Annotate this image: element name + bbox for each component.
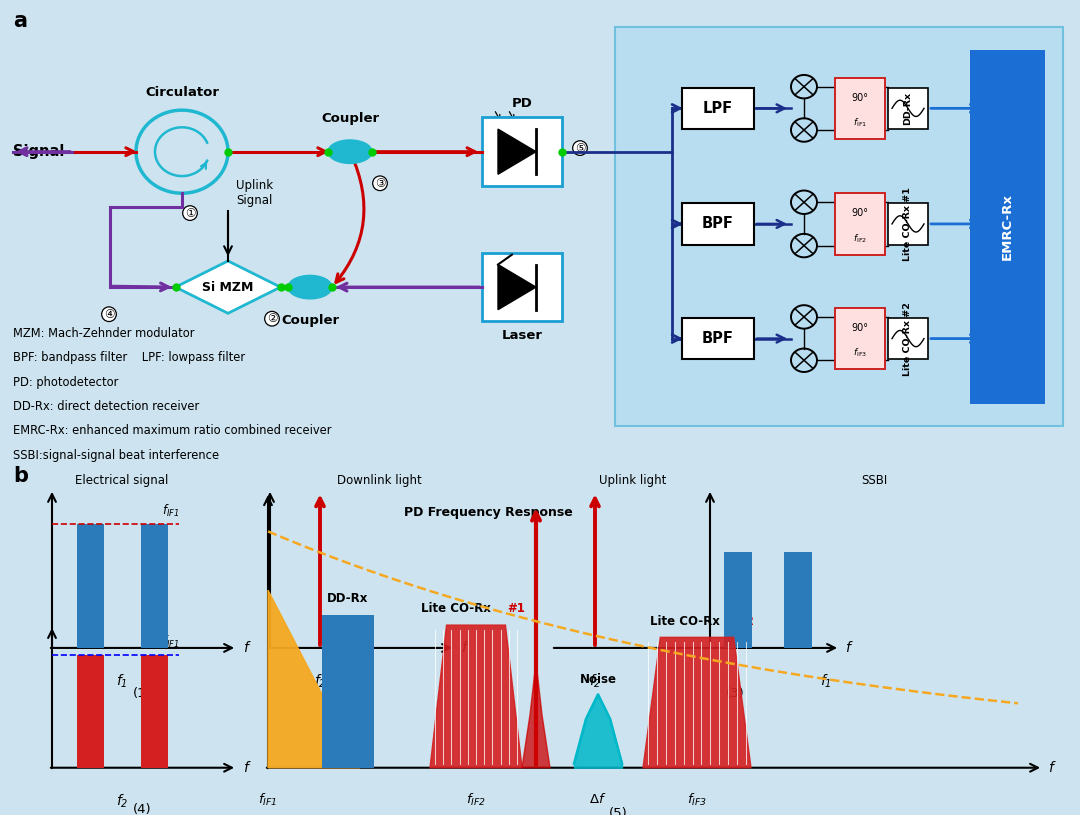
Text: $f_\mathregular{2}$: $f_\mathregular{2}$ [116,792,129,809]
Text: $f$: $f$ [1048,760,1056,775]
Text: Signal: Signal [13,144,65,159]
Polygon shape [522,662,550,768]
Text: $f_\mathregular{2}$: $f_\mathregular{2}$ [589,672,602,689]
Bar [784,552,812,648]
Polygon shape [643,637,751,768]
Bar [77,524,104,648]
Text: ①: ① [185,206,195,219]
Bar [322,615,374,768]
FancyBboxPatch shape [681,87,754,129]
Text: $f$: $f$ [461,641,470,655]
Text: Lite CO-Rx #2: Lite CO-Rx #2 [904,302,913,376]
Polygon shape [175,261,281,313]
Polygon shape [268,590,360,768]
Text: Downlink light: Downlink light [337,474,422,487]
Text: 90°: 90° [851,323,868,333]
Text: Noise: Noise [580,673,617,686]
Text: MZM: Mach-Zehnder modulator: MZM: Mach-Zehnder modulator [13,327,194,340]
Text: BPF: BPF [702,331,734,346]
Polygon shape [498,129,536,174]
Text: Lite CO-Rx: Lite CO-Rx [650,615,724,628]
Text: BPF: bandpass filter    LPF: lowpass filter: BPF: bandpass filter LPF: lowpass filter [13,351,245,364]
FancyBboxPatch shape [888,203,928,244]
Text: BPF: BPF [702,217,734,231]
Text: ⑤: ⑤ [575,142,585,155]
Text: DD-Rx: direct detection receiver: DD-Rx: direct detection receiver [13,400,199,413]
Polygon shape [498,265,536,310]
FancyBboxPatch shape [970,50,1045,403]
Text: LPF: LPF [703,101,733,116]
Text: ③: ③ [375,177,386,190]
FancyBboxPatch shape [835,308,885,369]
Text: b: b [13,466,28,487]
Bar [77,655,104,768]
Text: $f_\mathregular{IF3}$: $f_\mathregular{IF3}$ [687,792,707,808]
FancyBboxPatch shape [482,117,562,186]
Text: $f_\mathregular{IF3}$: $f_\mathregular{IF3}$ [853,346,867,359]
Text: #2: #2 [737,615,754,628]
Text: Electrical signal: Electrical signal [75,474,168,487]
Text: Uplink
Signal: Uplink Signal [237,178,273,207]
FancyBboxPatch shape [615,27,1063,426]
Text: $f_\mathregular{IF1}$: $f_\mathregular{IF1}$ [162,634,179,650]
Text: PD: PD [512,97,532,110]
Text: Lite CO-Rx #1: Lite CO-Rx #1 [904,187,913,261]
Text: EMRC-Rx: enhanced maximum ratio combined receiver: EMRC-Rx: enhanced maximum ratio combined… [13,425,332,438]
Text: $f_\mathregular{IF2}$: $f_\mathregular{IF2}$ [853,232,867,244]
Text: $f$: $f$ [243,760,252,775]
Text: Coupler: Coupler [281,315,339,327]
Text: DD-Rx: DD-Rx [904,92,913,125]
Text: ④: ④ [104,308,114,321]
FancyBboxPatch shape [888,87,928,129]
Text: $f_\mathregular{1}$: $f_\mathregular{1}$ [117,672,127,689]
Text: $f_\mathregular{IF1}$: $f_\mathregular{IF1}$ [258,792,278,808]
Text: PD Frequency Response: PD Frequency Response [404,506,572,519]
Text: (5): (5) [609,807,627,815]
Text: PD: photodetector: PD: photodetector [13,376,119,389]
Text: (4): (4) [133,803,151,815]
Text: Uplink light: Uplink light [599,474,666,487]
Text: a: a [13,11,27,31]
Text: $f_\mathregular{2}$: $f_\mathregular{2}$ [314,672,326,689]
Text: 90°: 90° [851,93,868,103]
Text: SSBI:signal-signal beat interference: SSBI:signal-signal beat interference [13,449,219,462]
Text: 90°: 90° [851,208,868,218]
Text: (2): (2) [351,687,369,700]
FancyBboxPatch shape [835,77,885,139]
Bar [140,655,167,768]
Text: (1): (1) [133,687,151,700]
Text: Lite CO-Rx: Lite CO-Rx [421,602,495,615]
Text: Circulator: Circulator [145,86,219,99]
Text: $\Delta f$: $\Delta f$ [590,792,607,806]
Text: #1: #1 [508,602,525,615]
Bar [724,552,752,648]
Text: $f_\mathregular{IF2}$: $f_\mathregular{IF2}$ [465,792,486,808]
Text: $f_\mathregular{IF1}$: $f_\mathregular{IF1}$ [853,117,867,129]
Text: $f$: $f$ [845,641,853,655]
Text: $f$: $f$ [243,641,252,655]
FancyBboxPatch shape [681,203,754,244]
Text: SSBI: SSBI [861,474,888,487]
Polygon shape [430,625,522,768]
Text: ②: ② [267,312,278,325]
Text: $f_\mathregular{IF1}$: $f_\mathregular{IF1}$ [162,503,179,519]
Text: Laser: Laser [501,328,542,341]
FancyBboxPatch shape [888,318,928,359]
Text: Si MZM: Si MZM [202,280,254,293]
Text: $f_\mathregular{1}$: $f_\mathregular{1}$ [820,672,832,689]
FancyBboxPatch shape [835,193,885,254]
Text: Coupler: Coupler [321,112,379,125]
FancyBboxPatch shape [482,253,562,321]
Bar [140,524,167,648]
Text: (3): (3) [726,687,744,700]
Text: EMRC-Rx: EMRC-Rx [1001,193,1014,260]
Ellipse shape [328,140,372,164]
Text: DD-Rx: DD-Rx [327,592,368,605]
FancyBboxPatch shape [681,318,754,359]
Ellipse shape [288,275,332,299]
